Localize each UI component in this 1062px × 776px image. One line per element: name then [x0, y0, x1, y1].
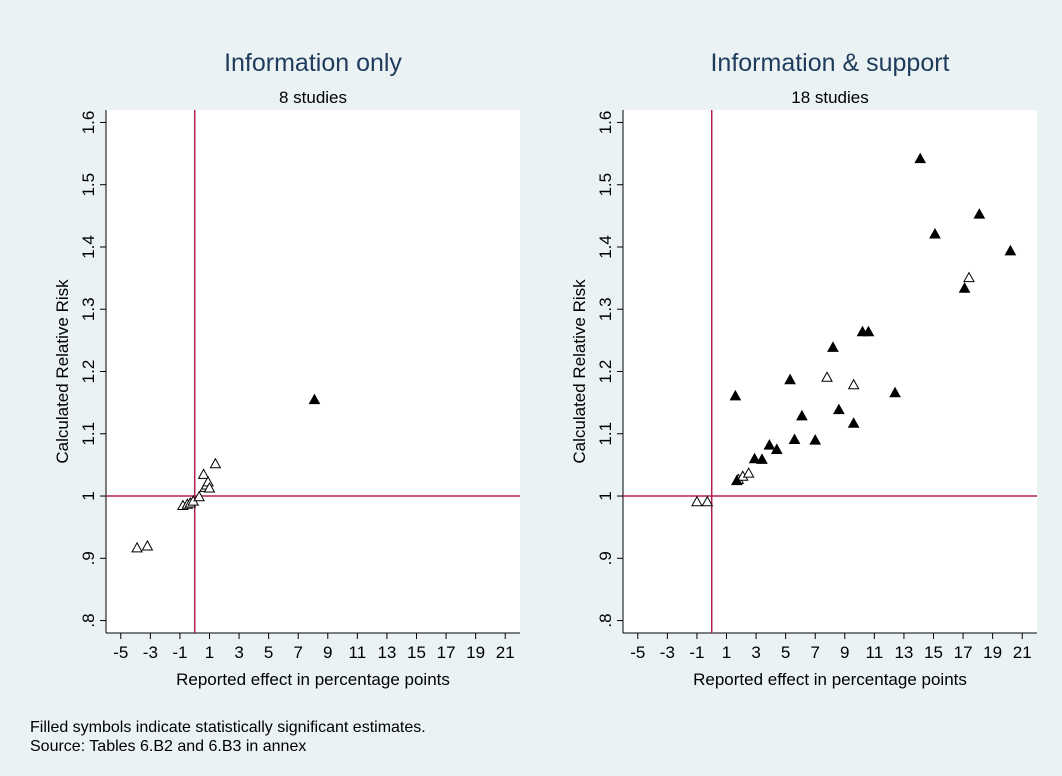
nonsignificant-point	[197, 468, 210, 479]
y-tick-label: .9	[79, 551, 98, 565]
significant-point	[973, 208, 986, 219]
significant-point	[731, 474, 743, 486]
nonsignificant-point	[821, 371, 833, 382]
y-tick-label: 1	[79, 491, 98, 500]
x-tick-label: 9	[840, 643, 849, 662]
y-tick-label: 1.1	[79, 422, 98, 446]
nonsignificant-point	[701, 495, 714, 507]
significant-point	[889, 386, 901, 398]
significant-point	[958, 282, 971, 293]
nonsignificant-point	[691, 495, 703, 507]
x-tick-label: 1	[722, 643, 731, 662]
chart-marks: -5 -3 -1 1 3 5 7 9 11 13 15 17 19 21.8.911.11.21.31.4…	[79, 110, 520, 662]
x-tick-label: 5	[264, 643, 273, 662]
y-tick-label: .9	[596, 551, 615, 565]
significant-point	[827, 341, 839, 352]
x-axis-label: Reported effect in percentage points	[176, 670, 450, 689]
x-tick-label: 11	[866, 643, 884, 662]
chart-marks: -5 -3 -1 1 3 5 7 9 11 13 15 17 19 21.8.911.11.21.31.4…	[596, 110, 1037, 662]
x-tick-label: 13	[377, 643, 396, 662]
x-tick-label: -3	[143, 643, 158, 662]
y-axis-label: Calculated Relative Risk	[570, 279, 589, 464]
y-tick-label: 1	[596, 491, 615, 500]
x-tick-label: 21	[1013, 643, 1032, 662]
footnote-significance: Filled symbols indicate statistically si…	[30, 719, 426, 736]
chart-title: Information only	[224, 49, 402, 77]
y-tick-label: 1.2	[596, 360, 615, 384]
x-tick-label: 19	[983, 643, 1002, 662]
significant-point	[748, 452, 761, 464]
x-axis-label: Reported effect in percentage points	[693, 670, 967, 689]
y-tick-label: .8	[596, 613, 615, 627]
y-tick-label: 1.5	[596, 173, 615, 197]
y-tick-label: 1.3	[596, 297, 615, 321]
y-tick-label: 1.1	[596, 422, 615, 446]
x-tick-label: 15	[407, 643, 426, 662]
x-tick-label: 17	[437, 643, 456, 662]
x-tick-label: 21	[496, 643, 515, 662]
chart-information-only: Information only 8 studies Reported effe…	[53, 49, 520, 689]
x-tick-label: 19	[466, 643, 485, 662]
y-tick-label: 1.6	[596, 111, 615, 135]
x-tick-label: 3	[234, 643, 243, 662]
x-tick-label: 5	[781, 643, 790, 662]
y-tick-label: 1.2	[79, 360, 98, 384]
nonsignificant-point	[141, 539, 154, 551]
x-tick-label: -1	[689, 643, 704, 662]
significant-point	[847, 417, 860, 428]
significant-point	[796, 409, 808, 421]
significant-point	[788, 433, 801, 444]
nonsignificant-point	[193, 490, 205, 502]
significant-point	[756, 453, 768, 464]
y-axis-label: Calculated Relative Risk	[53, 279, 72, 464]
significant-point	[784, 373, 796, 385]
chart-title: Information & support	[710, 49, 949, 77]
significant-point	[770, 443, 783, 454]
chart-subtitle: 18 studies	[791, 88, 869, 107]
significant-point	[929, 227, 941, 239]
y-tick-label: 1.6	[79, 111, 98, 135]
x-tick-label: 7	[810, 643, 819, 662]
x-tick-label: 11	[349, 643, 367, 662]
significant-point	[914, 152, 927, 164]
y-tick-label: .8	[79, 613, 98, 627]
chart-subtitle: 8 studies	[279, 88, 347, 107]
x-tick-label: -1	[172, 643, 187, 662]
significant-point	[729, 389, 742, 401]
nonsignificant-point	[847, 378, 860, 390]
x-tick-label: 3	[751, 643, 760, 662]
y-tick-label: 1.4	[596, 235, 615, 259]
significant-point	[763, 439, 776, 450]
plot-area	[623, 110, 1037, 633]
nonsignificant-point	[131, 541, 143, 553]
x-tick-label: 7	[293, 643, 302, 662]
x-tick-label: 13	[894, 643, 913, 662]
x-tick-label: 15	[924, 643, 943, 662]
significant-point	[833, 403, 845, 415]
y-tick-label: 1.5	[79, 173, 98, 197]
significant-point	[308, 393, 321, 405]
x-tick-label: 9	[323, 643, 332, 662]
chart-information-support: Information & support 18 studies Reporte…	[570, 49, 1037, 689]
nonsignificant-point	[203, 482, 216, 493]
x-tick-label: -5	[630, 643, 645, 662]
footnote-source: Source: Tables 6.B2 and 6.B3 in annex	[30, 738, 307, 755]
significant-point	[809, 434, 822, 445]
significant-point	[862, 325, 875, 337]
x-tick-label: 17	[954, 643, 973, 662]
x-tick-label: 1	[205, 643, 214, 662]
nonsignificant-point	[742, 467, 755, 478]
nonsignificant-point	[209, 457, 222, 469]
plot-area	[106, 110, 520, 633]
x-tick-label: -3	[660, 643, 675, 662]
nonsignificant-point	[963, 271, 975, 283]
y-tick-label: 1.4	[79, 235, 98, 259]
x-tick-label: -5	[113, 643, 128, 662]
significant-point	[1004, 244, 1017, 256]
y-tick-label: 1.3	[79, 297, 98, 321]
